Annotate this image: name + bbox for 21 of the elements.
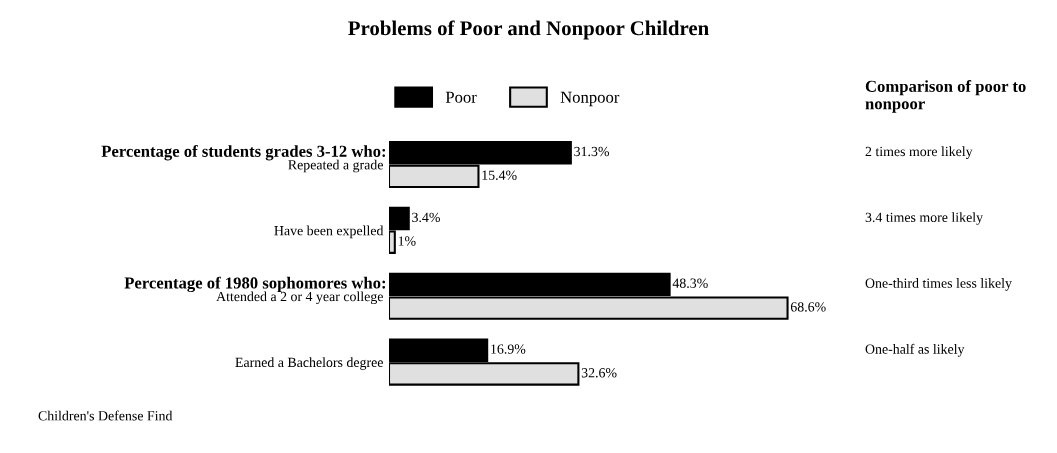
y-tick-label: Repeated a grade	[288, 159, 383, 173]
chart-title: Problems of Poor and Nonpoor Children	[348, 20, 709, 40]
data-label: 15.4%	[482, 170, 517, 180]
text: One-third times less likely	[865, 278, 1012, 291]
data-label: 1%	[398, 236, 416, 246]
y-tick-label: Attended a 2 or 4 year college	[216, 291, 383, 305]
data-label: 31.3%	[574, 146, 610, 157]
data-label: 48.3%	[672, 278, 708, 288]
text: Comparison of poor to nonpoor	[865, 80, 1026, 113]
text: 2 times more likely	[865, 146, 973, 159]
data-label: 16.9%	[491, 344, 526, 354]
y-tick-label: Have been expelled	[274, 225, 384, 239]
legend-label: Poor	[445, 91, 477, 103]
text: 3.4 times more likely	[865, 212, 983, 225]
y-tick-label: Earned a Bachelors degree	[235, 357, 383, 370]
data-label: 68.6%	[790, 302, 826, 312]
data-label: 32.6%	[581, 368, 617, 378]
legend-label: Nonpoor	[560, 91, 620, 107]
text: One-half as likely	[865, 343, 965, 357]
data-label: 3.4%	[412, 212, 440, 223]
text: Children's Defense Find	[38, 410, 173, 421]
